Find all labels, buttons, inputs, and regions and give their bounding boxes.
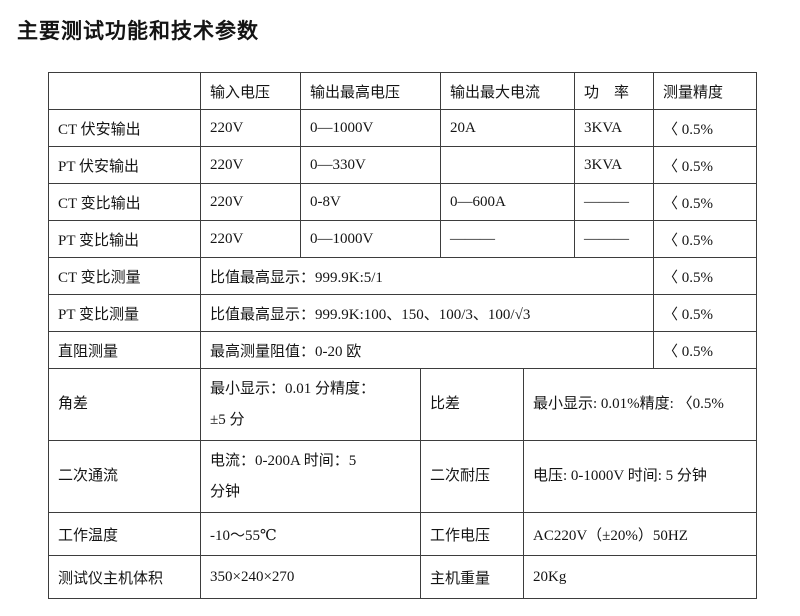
- row-label: CT 伏安输出: [48, 109, 201, 147]
- cell-max-out-v: 0—1000V: [300, 220, 441, 258]
- cell-value: 最小显示：0.01 分精度： ±5 分: [200, 368, 421, 441]
- header-cell-input-v: 输入电压: [200, 72, 301, 110]
- cell-value: -10～55℃: [200, 512, 421, 556]
- cell-value: 350×240×270: [200, 555, 421, 599]
- table-row-ct-ratio-measure: CT 变比测量 比值最高显示：999.9K:5/1 〈 0.5%: [48, 257, 757, 295]
- header-cell-accuracy: 测量精度: [653, 72, 757, 110]
- row-label: 直阻测量: [48, 331, 201, 369]
- row-label: PT 伏安输出: [48, 146, 201, 184]
- table-row-ct-ratio-output: CT 变比输出 220V 0-8V 0—600A ——— 〈 0.5%: [48, 183, 757, 221]
- row-label: 工作温度: [48, 512, 201, 556]
- cell-max-out-a: ———: [440, 220, 575, 258]
- row-label: CT 变比测量: [48, 257, 201, 295]
- row-label-2: 二次耐压: [420, 440, 524, 513]
- table-row-working-temperature: 工作温度 -10～55℃ 工作电压 AC220V（±20%）50HZ: [48, 512, 757, 556]
- table-row-secondary-current: 二次通流 电流：0-200A 时间：5 分钟 二次耐压 电压: 0-1000V …: [48, 440, 757, 513]
- cell-input-v: 220V: [200, 109, 301, 147]
- table-row-pt-ratio-measure: PT 变比测量 比值最高显示：999.9K:100、150、100/3、100/…: [48, 294, 757, 332]
- spec-table-lower: 角差 最小显示：0.01 分精度： ±5 分 比差 最小显示: 0.01%精度:…: [48, 368, 757, 599]
- header-cell-power: 功 率: [574, 72, 654, 110]
- cell-max-out-a: 0—600A: [440, 183, 575, 221]
- page-title: 主要测试功能和技术参数: [17, 19, 259, 43]
- cell-accuracy: 〈 0.5%: [653, 220, 757, 258]
- cell-max-out-v: 0-8V: [300, 183, 441, 221]
- table-row-angle-error: 角差 最小显示：0.01 分精度： ±5 分 比差 最小显示: 0.01%精度:…: [48, 368, 757, 441]
- cell-value-2: 电压: 0-1000V 时间: 5 分钟: [523, 440, 757, 513]
- spec-table-upper: 输入电压 输出最高电压 输出最大电流 功 率 测量精度 CT 伏安输出 220V…: [48, 72, 757, 369]
- cell-max-out-a: [440, 146, 575, 184]
- header-row: 输入电压 输出最高电压 输出最大电流 功 率 测量精度: [48, 72, 757, 110]
- table-row-main-unit-size: 测试仪主机体积 350×240×270 主机重量 20Kg: [48, 555, 757, 599]
- cell-span-value: 最高测量阻值：0-20 欧: [200, 331, 654, 369]
- spec-tables-wrapper: 输入电压 输出最高电压 输出最大电流 功 率 测量精度 CT 伏安输出 220V…: [48, 72, 757, 599]
- cell-max-out-v: 0—1000V: [300, 109, 441, 147]
- row-label: PT 变比测量: [48, 294, 201, 332]
- cell-accuracy: 〈 0.5%: [653, 183, 757, 221]
- cell-max-out-v: 0—330V: [300, 146, 441, 184]
- cell-accuracy: 〈 0.5%: [653, 294, 757, 332]
- table-row-pt-ratio-output: PT 变比输出 220V 0—1000V ——— ——— 〈 0.5%: [48, 220, 757, 258]
- cell-max-out-a: 20A: [440, 109, 575, 147]
- cell-input-v: 220V: [200, 146, 301, 184]
- cell-accuracy: 〈 0.5%: [653, 257, 757, 295]
- table-row-dc-resistance: 直阻测量 最高测量阻值：0-20 欧 〈 0.5%: [48, 331, 757, 369]
- cell-input-v: 220V: [200, 220, 301, 258]
- table-row-ct-va-output: CT 伏安输出 220V 0—1000V 20A 3KVA 〈 0.5%: [48, 109, 757, 147]
- row-label: 二次通流: [48, 440, 201, 513]
- cell-span-value: 比值最高显示：999.9K:100、150、100/3、100/√3: [200, 294, 654, 332]
- cell-power: 3KVA: [574, 146, 654, 184]
- row-label-2: 主机重量: [420, 555, 524, 599]
- cell-value-2: 20Kg: [523, 555, 757, 599]
- row-label: 测试仪主机体积: [48, 555, 201, 599]
- cell-power: ———: [574, 183, 654, 221]
- cell-value-2: 最小显示: 0.01%精度: 〈0.5%: [523, 368, 757, 441]
- row-label-2: 比差: [420, 368, 524, 441]
- cell-accuracy: 〈 0.5%: [653, 146, 757, 184]
- table-row-pt-va-output: PT 伏安输出 220V 0—330V 3KVA 〈 0.5%: [48, 146, 757, 184]
- cell-input-v: 220V: [200, 183, 301, 221]
- row-label-2: 工作电压: [420, 512, 524, 556]
- cell-power: 3KVA: [574, 109, 654, 147]
- header-cell-max-out-v: 输出最高电压: [300, 72, 441, 110]
- cell-span-value: 比值最高显示：999.9K:5/1: [200, 257, 654, 295]
- row-label: PT 变比输出: [48, 220, 201, 258]
- cell-value: 电流：0-200A 时间：5 分钟: [200, 440, 421, 513]
- cell-value-2: AC220V（±20%）50HZ: [523, 512, 757, 556]
- cell-accuracy: 〈 0.5%: [653, 331, 757, 369]
- header-cell-max-out-a: 输出最大电流: [440, 72, 575, 110]
- cell-accuracy: 〈 0.5%: [653, 109, 757, 147]
- row-label: CT 变比输出: [48, 183, 201, 221]
- row-label: 角差: [48, 368, 201, 441]
- header-cell-blank: [48, 72, 201, 110]
- cell-power: ———: [574, 220, 654, 258]
